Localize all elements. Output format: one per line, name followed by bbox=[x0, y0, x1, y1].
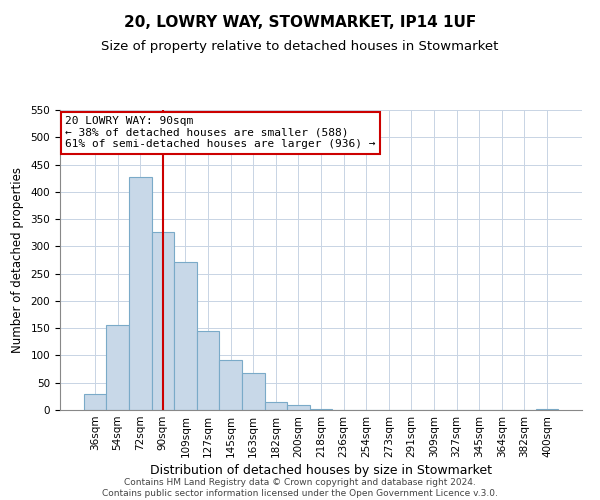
Bar bbox=[174, 262, 197, 410]
X-axis label: Distribution of detached houses by size in Stowmarket: Distribution of detached houses by size … bbox=[150, 464, 492, 477]
Bar bbox=[106, 326, 129, 410]
Text: Size of property relative to detached houses in Stowmarket: Size of property relative to detached ho… bbox=[101, 40, 499, 53]
Text: 20 LOWRY WAY: 90sqm
← 38% of detached houses are smaller (588)
61% of semi-detac: 20 LOWRY WAY: 90sqm ← 38% of detached ho… bbox=[65, 116, 376, 149]
Text: Contains HM Land Registry data © Crown copyright and database right 2024.
Contai: Contains HM Land Registry data © Crown c… bbox=[102, 478, 498, 498]
Bar bbox=[84, 394, 106, 410]
Y-axis label: Number of detached properties: Number of detached properties bbox=[11, 167, 23, 353]
Text: 20, LOWRY WAY, STOWMARKET, IP14 1UF: 20, LOWRY WAY, STOWMARKET, IP14 1UF bbox=[124, 15, 476, 30]
Bar bbox=[242, 374, 265, 410]
Bar bbox=[220, 360, 242, 410]
Bar bbox=[265, 402, 287, 410]
Bar bbox=[129, 177, 152, 410]
Bar bbox=[152, 232, 174, 410]
Bar bbox=[287, 404, 310, 410]
Bar bbox=[197, 331, 220, 410]
